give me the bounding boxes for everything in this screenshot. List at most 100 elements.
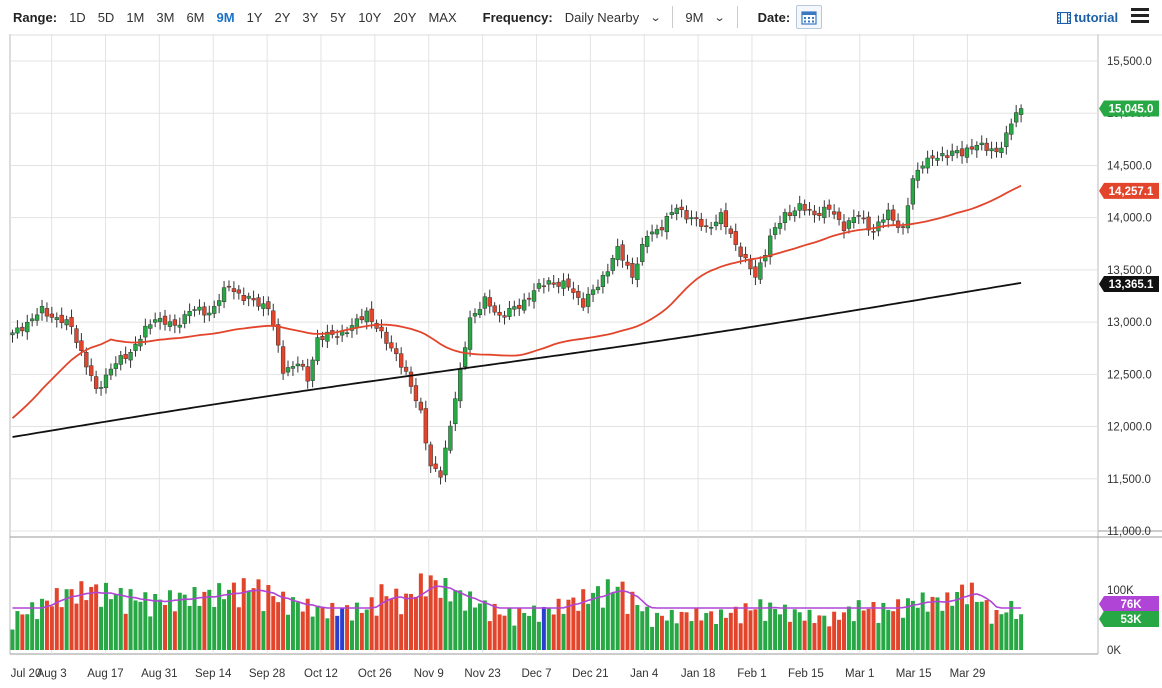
volume-bar	[354, 602, 359, 650]
volume-bar	[320, 607, 325, 650]
candle-body	[782, 212, 788, 223]
candle-body	[645, 236, 650, 247]
range-button-2y[interactable]: 2Y	[268, 5, 296, 29]
x-tick-label: Oct 26	[358, 668, 392, 680]
candle-body	[576, 290, 581, 298]
volume-bar	[433, 580, 438, 650]
volume-bar	[438, 597, 443, 650]
volume-bar	[773, 609, 778, 650]
last-price-tag-box	[1099, 100, 1159, 117]
candle-body	[541, 285, 547, 288]
candle-body	[10, 332, 15, 336]
candle-body	[167, 321, 173, 327]
ma-long-tag-text: 13,365.1	[1109, 279, 1154, 291]
volume-bar	[108, 599, 113, 650]
candle-body	[103, 374, 109, 388]
last-price-tag-text: 15,045.0	[1109, 104, 1154, 116]
volume-bar	[792, 609, 797, 650]
moving-average-short-line	[11, 184, 1022, 419]
volume-bar	[468, 591, 473, 650]
volume-bar	[458, 590, 463, 650]
x-tick-label: Sep 14	[195, 668, 232, 680]
candle-body	[497, 311, 502, 316]
volume-bar	[241, 578, 246, 650]
volume-bar	[536, 621, 541, 650]
period-dropdown[interactable]: 9M ⌄	[679, 5, 730, 29]
volume-bar	[266, 585, 271, 650]
range-button-1y[interactable]: 1Y	[241, 5, 269, 29]
volume-bar	[763, 620, 768, 650]
range-button-6m[interactable]: 6M	[180, 5, 210, 29]
price-tick-label: 11,500.0	[1107, 474, 1151, 486]
volume-bar	[905, 598, 910, 650]
candle-body	[472, 313, 478, 317]
candle-body	[984, 142, 989, 151]
volume-bar	[64, 589, 69, 650]
volume-bar	[812, 623, 817, 650]
candle-body	[891, 209, 896, 221]
volume-bar	[527, 615, 532, 650]
volume-bar	[217, 583, 222, 650]
volume-bar	[871, 601, 876, 650]
volume-bar	[689, 621, 694, 650]
candle-body	[763, 255, 768, 262]
x-tick-label: Aug 31	[141, 668, 177, 680]
volume-bar	[753, 609, 758, 650]
candle-body	[822, 206, 827, 218]
price-tick-label: 13,500.0	[1107, 265, 1152, 277]
x-tick-label: Aug 17	[87, 668, 123, 680]
candle-body	[526, 297, 532, 300]
last-price-tag: 15,045.0	[1099, 100, 1159, 117]
volume-bar	[610, 592, 615, 650]
volume-bar	[684, 612, 689, 650]
volume-bar	[950, 605, 955, 650]
candle-body	[177, 324, 182, 328]
x-tick-label: Nov 9	[414, 668, 444, 680]
volume-bar	[349, 620, 354, 650]
candle-body	[153, 319, 158, 323]
range-button-10y[interactable]: 10Y	[352, 5, 387, 29]
candle-body	[817, 212, 822, 216]
volume-bar	[561, 613, 566, 650]
candle-body	[128, 352, 133, 361]
volume-bar	[999, 614, 1004, 650]
candle-body	[172, 319, 178, 326]
range-button-20y[interactable]: 20Y	[387, 5, 422, 29]
hamburger-menu-icon[interactable]	[1131, 8, 1149, 24]
candle-body	[261, 303, 266, 309]
volume-bar	[679, 611, 684, 650]
volume-bar	[325, 618, 330, 650]
range-button-5y[interactable]: 5Y	[324, 5, 352, 29]
range-button-3m[interactable]: 3M	[150, 5, 180, 29]
tutorial-link[interactable]: tutorial	[1057, 10, 1118, 25]
frequency-dropdown[interactable]: Daily Nearby ⌄	[559, 5, 667, 29]
volume-bar	[910, 600, 915, 650]
candle-body	[118, 355, 123, 365]
candle-body	[305, 366, 310, 382]
volume-bar	[49, 606, 54, 650]
volume-bar	[935, 597, 940, 650]
range-button-9m[interactable]: 9M	[211, 5, 241, 29]
candle-body	[531, 290, 537, 302]
volume-tick-label: 0K	[1107, 645, 1121, 657]
range-button-1m[interactable]: 1M	[120, 5, 150, 29]
range-button-1d[interactable]: 1D	[63, 5, 92, 29]
volume-bar	[40, 598, 45, 650]
volume-bar	[704, 613, 709, 650]
volume-bar	[300, 611, 305, 650]
candle-body	[482, 296, 487, 309]
candle-body	[674, 207, 679, 214]
range-button-max[interactable]: MAX	[422, 5, 462, 29]
candle-body	[910, 178, 916, 205]
volume-bar	[640, 611, 645, 650]
candle-body	[679, 206, 684, 210]
frequency-label: Frequency:	[482, 9, 553, 25]
calendar-button[interactable]	[796, 5, 823, 29]
range-button-5d[interactable]: 5D	[92, 5, 121, 29]
range-button-3y[interactable]: 3Y	[296, 5, 324, 29]
candle-body	[241, 295, 246, 301]
candle-body	[836, 211, 842, 220]
volume-bar	[79, 581, 84, 650]
volume-bar	[167, 590, 172, 650]
frequency-value: Daily Nearby	[564, 9, 640, 25]
